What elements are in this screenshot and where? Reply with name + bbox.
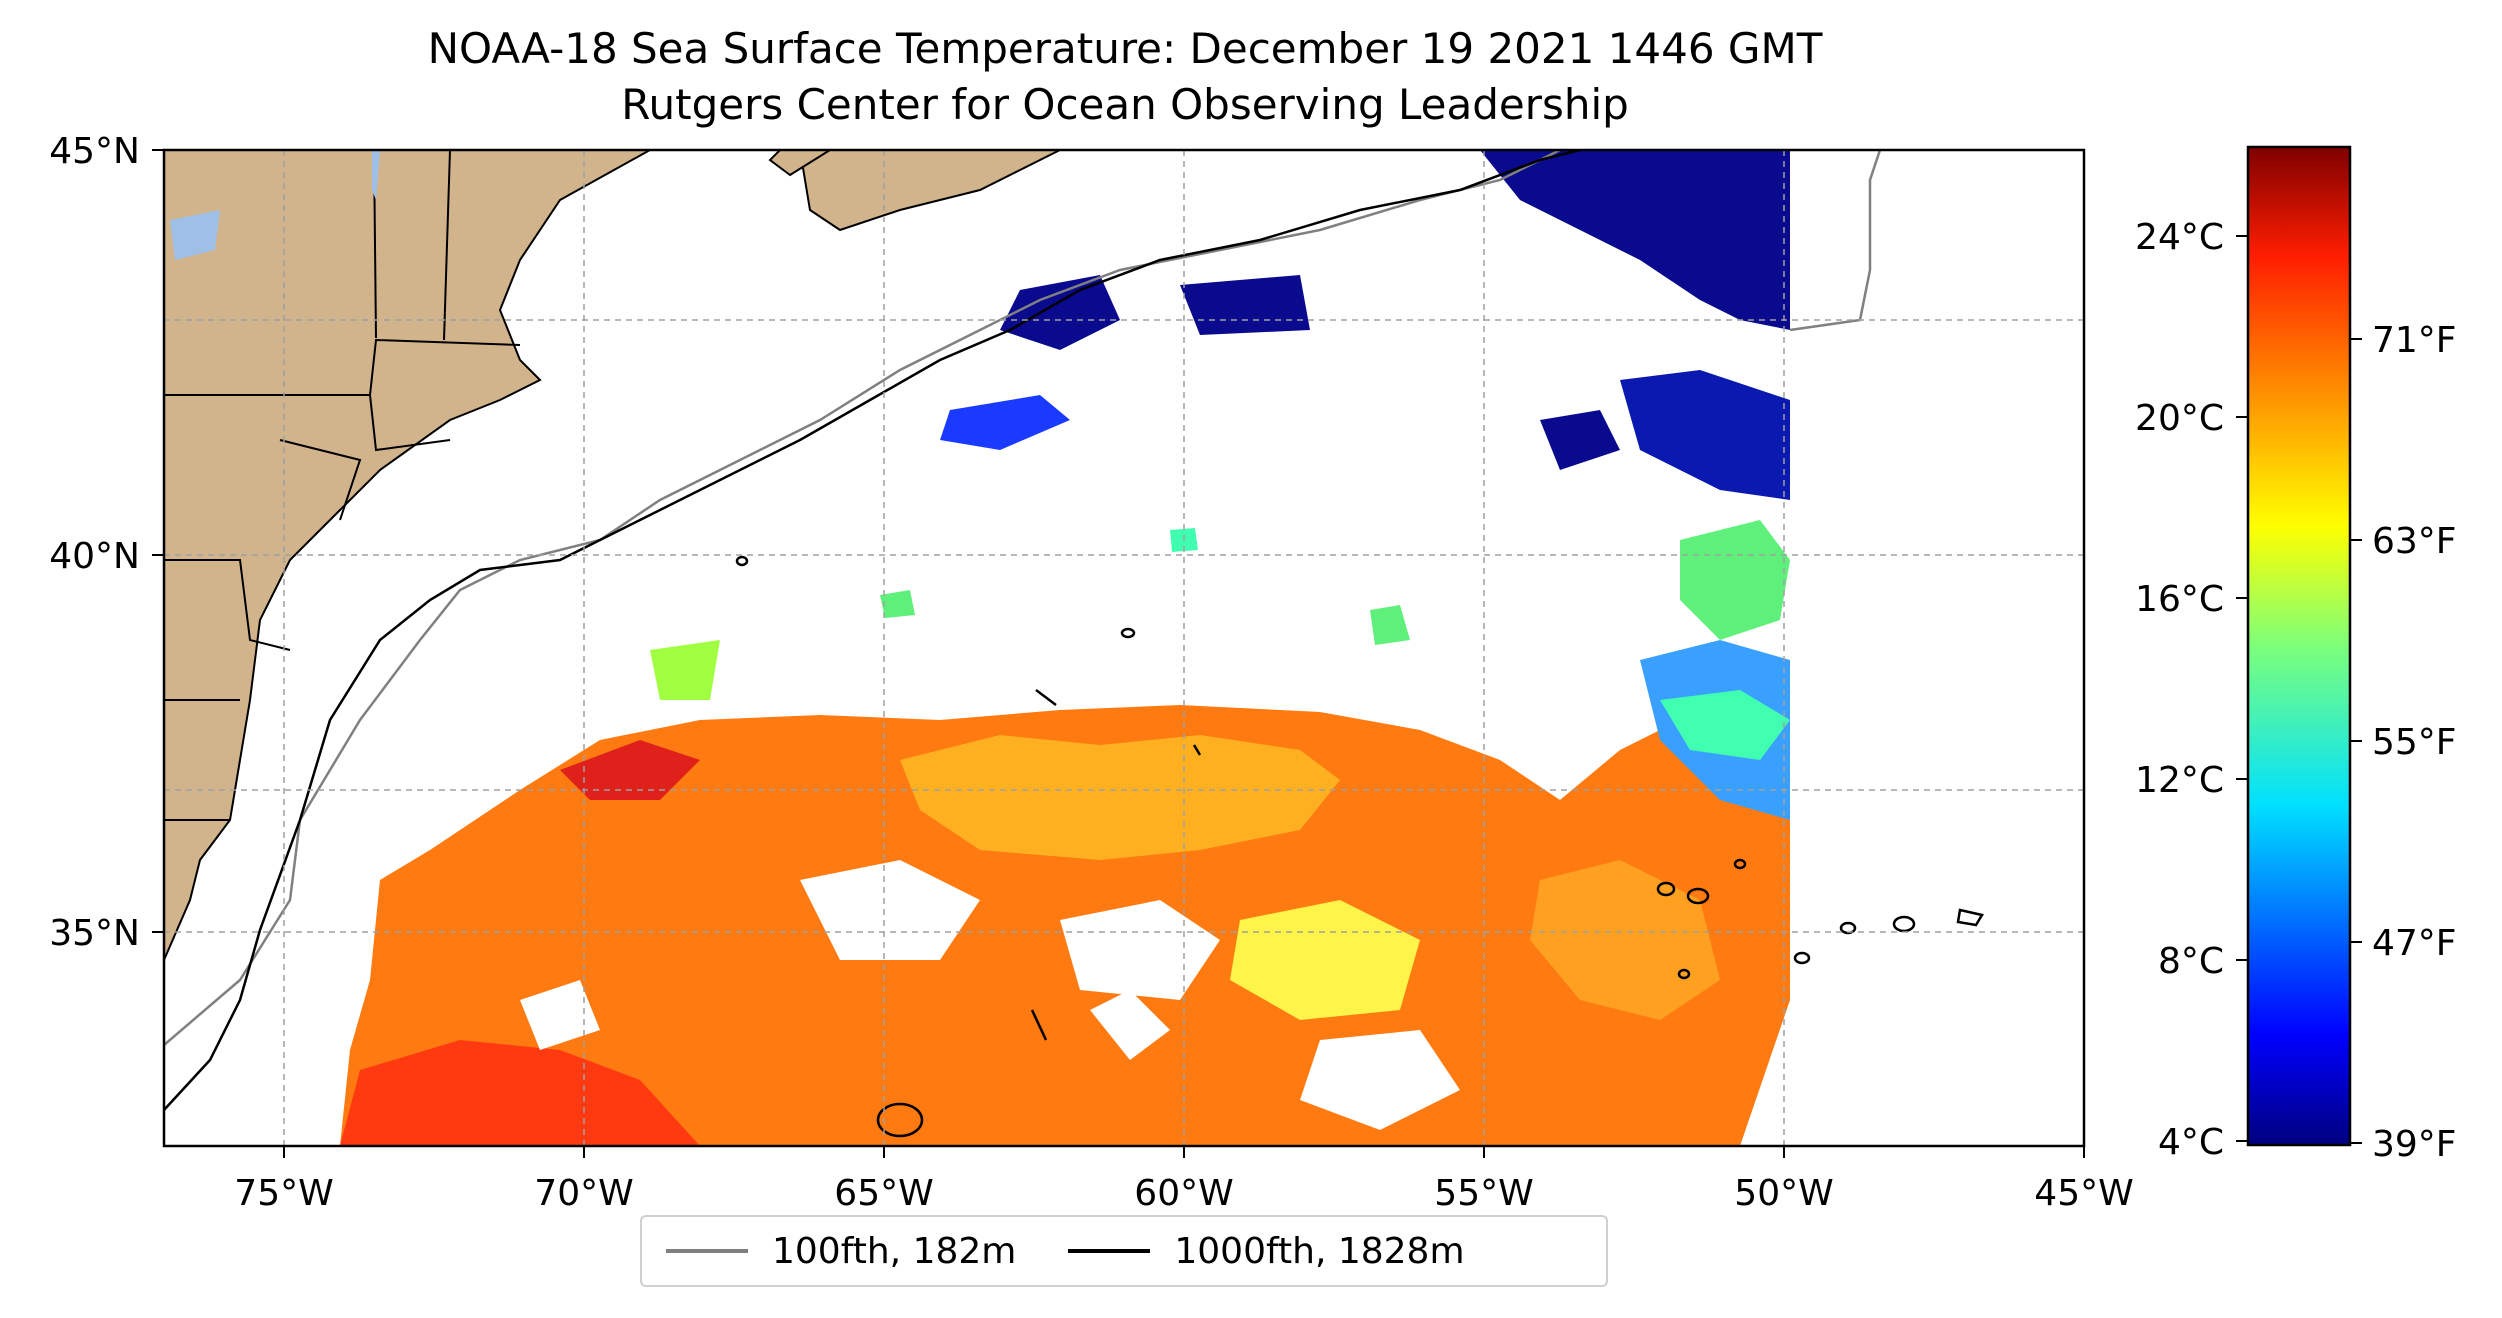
legend-label: 100fth, 182m — [772, 1230, 1017, 1272]
legend: 100fth, 182m 1000fth, 1828m — [640, 1215, 1608, 1287]
map-content — [164, 150, 2084, 1146]
sst-cold-patch — [1620, 370, 1790, 500]
fahrenheit-tick-label: 63°F — [2372, 521, 2457, 562]
sst-mid-patch — [1680, 520, 1790, 640]
lakes — [170, 150, 380, 260]
cloud-gap — [1300, 1030, 1460, 1130]
celsius-tick-label: 8°C — [2158, 941, 2224, 982]
lon-tick-label: 75°W — [234, 1173, 333, 1214]
contour-1000fth — [164, 150, 1581, 1111]
land-layer — [164, 150, 1061, 961]
lon-tick-label: 45°W — [2034, 1173, 2133, 1214]
contour-100fth — [164, 150, 1561, 1046]
contour-100fth-east — [1789, 150, 1882, 332]
sst-mid-patch — [1370, 605, 1410, 645]
lon-tick-marks — [283, 1146, 2085, 1158]
swath-edge — [1740, 1000, 1790, 1146]
lat-tick-marks — [152, 149, 164, 933]
sst-cold-patch — [1180, 275, 1310, 335]
legend-item-100fth: 100fth, 182m — [666, 1231, 1016, 1272]
legend-line-swatch — [666, 1249, 748, 1253]
celsius-tick-label: 12°C — [2135, 760, 2224, 801]
lat-tick-label: 40°N — [49, 536, 140, 577]
fahrenheit-tick-label: 55°F — [2372, 722, 2457, 763]
sst-cold-patch — [1540, 410, 1620, 470]
sst-hot-patch — [560, 740, 700, 800]
fahrenheit-tick-label: 71°F — [2372, 320, 2457, 361]
fahrenheit-tick-label: 47°F — [2372, 923, 2457, 964]
sst-mid-patch — [650, 640, 720, 700]
lat-tick-label: 35°N — [49, 913, 140, 954]
map-subtitle: Rutgers Center for Ocean Observing Leade… — [621, 80, 1629, 129]
cloud-gap — [1090, 990, 1170, 1060]
lon-tick-label: 50°W — [1734, 1173, 1833, 1214]
maine-coast-land — [768, 150, 832, 177]
lon-tick-label: 60°W — [1134, 1173, 1233, 1214]
sst-yellow-band — [900, 735, 1340, 860]
sst-hot-region — [340, 1040, 700, 1146]
celsius-tick-label: 20°C — [2135, 398, 2224, 439]
sst-mid-patch — [880, 590, 915, 618]
sst-mid-patch — [1660, 690, 1790, 760]
sst-yellow-patch — [1530, 860, 1720, 1020]
lon-tick-label: 65°W — [834, 1173, 933, 1214]
sst-yellow-patch — [1230, 900, 1420, 1020]
colorbar — [2246, 145, 2352, 1147]
seamount-contours — [735, 555, 1984, 1138]
sst-data-layer — [340, 150, 2084, 1146]
lon-tick-label: 55°W — [1434, 1173, 1533, 1214]
map-title: NOAA-18 Sea Surface Temperature: Decembe… — [427, 24, 1823, 73]
celsius-tick-label: 4°C — [2158, 1122, 2224, 1163]
swath-outside — [1790, 150, 2084, 1146]
lat-tick-label: 45°N — [49, 131, 140, 172]
cloud-gap — [1060, 900, 1220, 1000]
colorbar-celsius-ticks — [2236, 235, 2248, 1142]
cloud-gap — [520, 980, 600, 1050]
us-east-coast-land — [164, 150, 653, 961]
legend-item-1000fth: 1000fth, 1828m — [1068, 1230, 1465, 1272]
legend-label: 1000fth, 1828m — [1174, 1230, 1465, 1272]
colorbar-fahrenheit-ticks — [2350, 338, 2362, 1144]
legend-line-swatch — [1068, 1249, 1151, 1253]
map-frame — [162, 148, 2086, 1148]
sst-cold-region — [1480, 150, 1790, 330]
celsius-tick-label: 24°C — [2135, 217, 2224, 258]
cloud-gap — [800, 860, 980, 960]
fahrenheit-tick-label: 39°F — [2372, 1124, 2457, 1165]
sst-cold-patch — [940, 395, 1070, 450]
gridlines — [164, 150, 2084, 1146]
nova-scotia-land — [798, 150, 1061, 232]
lon-tick-label: 70°W — [534, 1173, 633, 1214]
sst-cold-patch — [1000, 275, 1120, 350]
celsius-tick-label: 16°C — [2135, 579, 2224, 620]
